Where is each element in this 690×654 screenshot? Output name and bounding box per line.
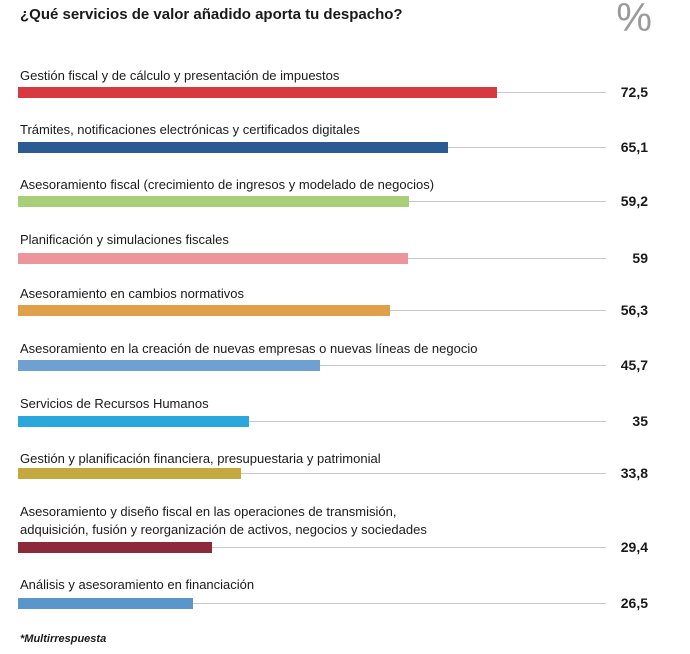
category-label: Asesoramiento en cambios normativos: [20, 286, 244, 301]
category-label: Trámites, notificaciones electrónicas y …: [20, 122, 360, 137]
category-label: Servicios de Recursos Humanos: [20, 396, 209, 411]
category-label: Gestión y planificación financiera, pres…: [20, 451, 381, 466]
bar-track: [18, 473, 606, 474]
category-label: Análisis y asesoramiento en financiación: [20, 577, 255, 592]
value-label: 33,8: [620, 465, 648, 481]
category-label: Asesoramiento en la creación de nuevas e…: [20, 341, 478, 356]
unit-label: %: [616, 0, 652, 40]
bar: [18, 598, 194, 609]
bar: [18, 87, 497, 98]
value-label: 59: [632, 250, 648, 266]
category-label: Gestión fiscal y de cálculo y presentaci…: [20, 68, 340, 83]
bar-track: [18, 421, 606, 422]
category-label: Asesoramiento y diseño fiscal en las ope…: [20, 504, 427, 537]
value-label: 56,3: [620, 302, 648, 318]
value-label: 65,1: [620, 139, 648, 155]
bar: [18, 360, 320, 371]
value-label: 72,5: [620, 84, 648, 100]
value-label: 35: [632, 413, 648, 429]
chart-title: ¿Qué servicios de valor añadido aporta t…: [20, 6, 403, 23]
bar: [18, 542, 213, 553]
bar: [18, 142, 449, 153]
value-label: 45,7: [620, 357, 648, 373]
value-label: 59,2: [620, 193, 648, 209]
value-label: 26,5: [620, 595, 648, 611]
bar: [18, 468, 242, 479]
bar: [18, 305, 390, 316]
bar: [18, 253, 408, 264]
footnote: *Multirrespuesta: [20, 633, 107, 645]
bar-track: [18, 603, 606, 604]
bar: [18, 196, 410, 207]
category-label: Asesoramiento fiscal (crecimiento de ing…: [20, 177, 435, 192]
bar: [18, 416, 250, 427]
value-label: 29,4: [620, 539, 648, 555]
bar-track: [18, 547, 606, 548]
category-label: Planificación y simulaciones fiscales: [20, 232, 229, 247]
